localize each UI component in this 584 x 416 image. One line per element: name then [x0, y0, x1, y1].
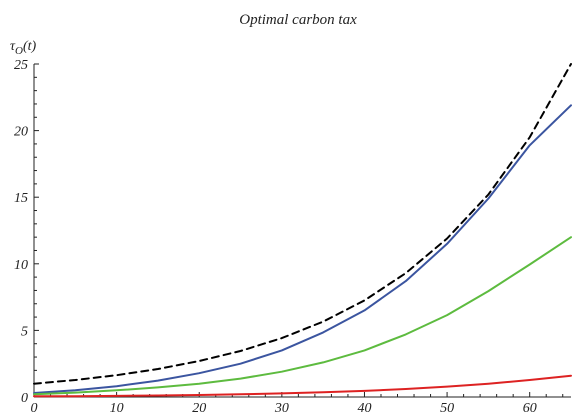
y-tick-label: 10 — [14, 258, 28, 273]
series-line-1 — [33, 63, 572, 385]
x-tick-label: 40 — [357, 401, 371, 416]
y-tick-label: 20 — [14, 125, 28, 140]
x-tick-label: 10 — [110, 401, 124, 416]
x-tick-label: 0 — [31, 401, 38, 416]
chart-title: Optimal carbon tax — [239, 12, 357, 28]
y-tick-label: 15 — [14, 191, 28, 206]
x-tick-label: 30 — [274, 401, 289, 416]
axes — [33, 64, 571, 398]
y-tick-label: 25 — [14, 58, 28, 73]
y-tick-label: 0 — [21, 391, 28, 406]
series-group — [33, 63, 572, 398]
series-line-3 — [33, 236, 572, 396]
x-tick-label: 20 — [192, 401, 206, 416]
x-tick-label: 50 — [440, 401, 454, 416]
y-axis-label-subscript: O — [15, 45, 23, 57]
y-tick-label: 5 — [21, 324, 28, 339]
series-line-4 — [33, 374, 572, 398]
x-tick-label: 60 — [523, 401, 537, 416]
series-line-2 — [33, 104, 572, 394]
y-axis-label: τO(t) — [10, 39, 37, 57]
ticks: 0 10 20 30 40 50 60 0 5 10 15 20 25 — [14, 58, 564, 416]
